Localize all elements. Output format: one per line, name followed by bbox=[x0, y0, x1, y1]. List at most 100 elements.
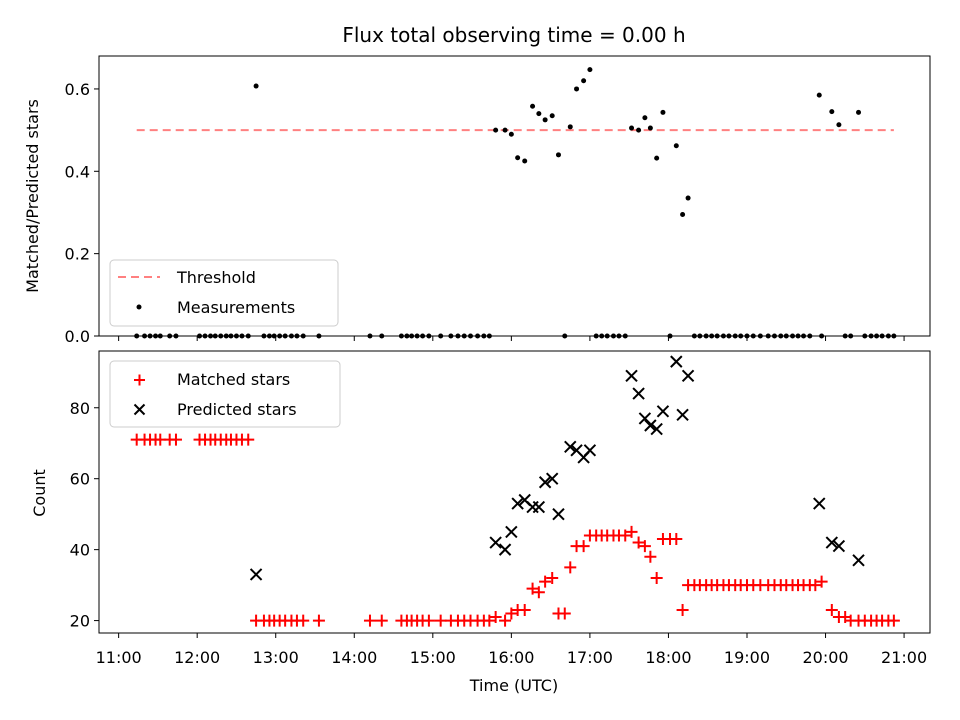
predicted-star-point bbox=[644, 419, 657, 432]
x-tick-label: 21:00 bbox=[881, 648, 927, 667]
count-y-tick-label: 60 bbox=[70, 470, 90, 489]
matched-star-point bbox=[499, 614, 512, 627]
matched-star-point bbox=[577, 540, 590, 553]
predicted-star-point bbox=[583, 444, 597, 457]
ratio-y-tick-label: 0.4 bbox=[65, 162, 90, 181]
predicted-star-point bbox=[552, 507, 565, 521]
count-legend-box bbox=[109, 360, 341, 428]
legend-predicted-label: Predicted stars bbox=[177, 400, 297, 419]
ratio-panel: 0.0 0.2 0.4 0.6 Matched/Predicted stars Thr… bbox=[23, 55, 931, 346]
measurement-point bbox=[530, 103, 536, 109]
matched-star-point bbox=[546, 572, 559, 585]
count-panel-frame bbox=[98, 350, 931, 634]
measurement-point bbox=[636, 127, 642, 133]
legend-predicted-swatch bbox=[133, 403, 146, 416]
matched-star-point bbox=[558, 607, 571, 620]
count-legend: Matched stars Predicted stars bbox=[109, 360, 341, 428]
predicted-star-point bbox=[681, 369, 695, 383]
measurement-point bbox=[502, 127, 508, 133]
measurement-point bbox=[515, 155, 521, 161]
count-y-tick-label: 40 bbox=[70, 541, 90, 560]
legend-matched-swatch bbox=[134, 374, 145, 386]
measurement-point bbox=[574, 86, 580, 92]
matched-star-point bbox=[650, 572, 663, 585]
matched-star-point bbox=[375, 614, 388, 627]
measurement-point bbox=[654, 155, 660, 161]
matched-star-point bbox=[676, 603, 689, 616]
legend-measurements-label: Measurements bbox=[177, 298, 295, 317]
matched-star-point bbox=[483, 614, 496, 627]
measurement-point bbox=[680, 212, 686, 218]
x-tick-label: 18:00 bbox=[645, 648, 691, 667]
ratio-panel-frame bbox=[98, 55, 931, 337]
measurement-point bbox=[508, 131, 514, 137]
predicted-star-point bbox=[526, 500, 539, 514]
predicted-star-point bbox=[650, 422, 663, 436]
matched-star-point bbox=[363, 614, 376, 627]
count-y-axis-label: Count bbox=[30, 469, 49, 517]
measurement-point bbox=[673, 143, 679, 149]
x-tick-label: 20:00 bbox=[802, 648, 848, 667]
matched-star-point bbox=[887, 614, 900, 627]
count-y-tick-label: 80 bbox=[70, 399, 90, 418]
predicted-star-point bbox=[632, 387, 645, 400]
predicted-star-point bbox=[670, 355, 683, 368]
measurement-point bbox=[536, 111, 542, 117]
predicted-star-point bbox=[538, 476, 552, 489]
predicted-star-point bbox=[638, 412, 652, 425]
matched-star-point bbox=[489, 611, 502, 624]
measurement-point bbox=[555, 152, 561, 158]
measurement-point bbox=[542, 117, 548, 123]
matched-star-point bbox=[644, 550, 657, 563]
x-tick-label: 15:00 bbox=[410, 648, 456, 667]
predicted-star-point bbox=[498, 543, 512, 556]
predicted-star-point bbox=[656, 405, 670, 418]
ratio-y-axis-label: Matched/Predicted stars bbox=[23, 99, 42, 293]
matched-star-point bbox=[434, 614, 447, 627]
measurement-point bbox=[493, 127, 499, 133]
measurement-point bbox=[581, 78, 587, 84]
measurement-point bbox=[685, 195, 691, 201]
measurement-point bbox=[522, 158, 528, 164]
x-tick-label: 12:00 bbox=[174, 648, 220, 667]
matched-star-point bbox=[815, 575, 828, 588]
matched-star-point bbox=[670, 533, 683, 545]
measurement-point bbox=[829, 109, 835, 115]
predicted-star-point bbox=[564, 440, 577, 453]
x-tick-label: 19:00 bbox=[724, 648, 770, 667]
legend-measurements-swatch bbox=[136, 304, 142, 310]
matched-star-point bbox=[297, 614, 310, 627]
count-panel: 20 40 60 80 11:00 12:00 13:00 14:00 15:00 16:00 1… bbox=[30, 350, 931, 695]
matched-star-point bbox=[619, 529, 632, 542]
predicted-star-point bbox=[249, 568, 263, 581]
matched-star-point bbox=[532, 586, 545, 599]
measurement-point bbox=[642, 115, 648, 121]
matched-star-point bbox=[312, 614, 325, 627]
matched-star-point bbox=[632, 536, 645, 549]
predicted-star-point bbox=[625, 369, 638, 383]
legend-matched-label: Matched stars bbox=[177, 370, 290, 389]
predicted-star-point bbox=[505, 525, 518, 539]
predicted-star-point bbox=[832, 539, 846, 553]
predicted-star-point bbox=[825, 536, 839, 549]
chart-title: Flux total observing time = 0.00 h bbox=[342, 23, 685, 47]
ratio-legend: Threshold Measurements bbox=[109, 259, 339, 327]
predicted-star-point bbox=[489, 536, 502, 549]
measurement-point bbox=[253, 83, 259, 89]
measurement-point bbox=[660, 109, 666, 115]
ratio-y-tick-label: 0.0 bbox=[65, 327, 90, 346]
x-tick-label: 16:00 bbox=[488, 648, 534, 667]
matched-star-point bbox=[242, 433, 255, 446]
predicted-star-point bbox=[813, 497, 826, 510]
x-tick-label: 17:00 bbox=[567, 648, 613, 667]
ratio-legend-box bbox=[109, 259, 339, 327]
count-y-tick-label: 20 bbox=[70, 612, 90, 631]
measurement-point bbox=[836, 122, 842, 128]
x-tick-label: 11:00 bbox=[96, 648, 142, 667]
matched-star-point bbox=[809, 579, 822, 592]
predicted-star-point bbox=[532, 500, 546, 514]
matched-star-point bbox=[825, 603, 838, 616]
matched-star-point bbox=[422, 614, 435, 627]
measurement-point bbox=[567, 124, 573, 130]
